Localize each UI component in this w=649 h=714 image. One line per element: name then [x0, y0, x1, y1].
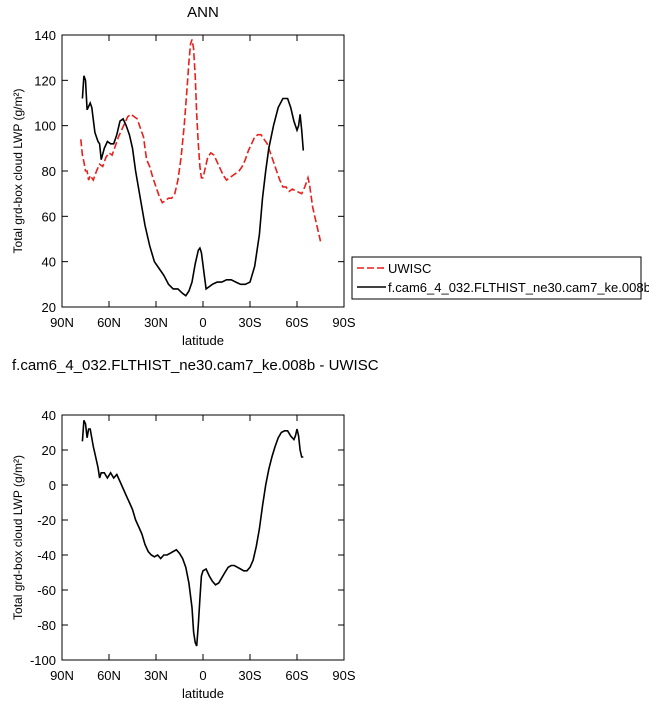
y-tick-label: 20 — [42, 300, 56, 315]
x-axis-label: latitude — [182, 333, 224, 348]
x-axis-label: latitude — [182, 686, 224, 701]
x-tick-label: 30N — [144, 315, 168, 330]
plot-frame — [61, 414, 345, 661]
y-tick-label: 0 — [49, 478, 56, 493]
x-tick-label: 90S — [332, 668, 355, 683]
y-tick-label: 100 — [34, 119, 56, 134]
x-tick-label: 90N — [50, 668, 74, 683]
x-tick-label: 90S — [332, 315, 355, 330]
y-tick-label: -40 — [37, 548, 56, 563]
x-tick-label: 0 — [199, 668, 206, 683]
y-tick-label: 120 — [34, 73, 56, 88]
data-line — [81, 75, 305, 297]
x-tick-label: 30S — [238, 668, 261, 683]
y-tick-label: 20 — [42, 443, 56, 458]
x-tick-label: 60S — [285, 315, 308, 330]
x-tick-label: 0 — [199, 315, 206, 330]
chart-title: f.cam6_4_032.FLTHIST_ne30.cam7_ke.008b -… — [12, 357, 379, 374]
y-tick-label: -60 — [37, 583, 56, 598]
y-tick-label: -20 — [37, 513, 56, 528]
legend-label: UWISC — [388, 261, 431, 276]
x-tick-label: 60N — [97, 668, 121, 683]
legend-box — [351, 256, 642, 300]
y-tick-label: -100 — [30, 653, 56, 668]
plot-frame — [61, 34, 345, 308]
y-axis-label: Total grd-box cloud LWP (g/m²) — [11, 89, 25, 254]
x-tick-label: 90N — [50, 315, 74, 330]
y-tick-label: 140 — [34, 28, 56, 43]
y-tick-label: 40 — [42, 408, 56, 423]
y-tick-label: 80 — [42, 164, 56, 179]
x-tick-label: 30N — [144, 668, 168, 683]
y-axis-label: Total grd-box cloud LWP (g/m²) — [11, 455, 25, 620]
x-tick-label: 30S — [238, 315, 261, 330]
chart-title: ANN — [187, 4, 219, 21]
x-tick-label: 60S — [285, 668, 308, 683]
x-tick-label: 60N — [97, 315, 121, 330]
data-line — [80, 39, 322, 242]
legend-label: f.cam6_4_032.FLTHIST_ne30.cam7_ke.008b — [388, 280, 649, 295]
y-tick-label: 40 — [42, 255, 56, 270]
y-tick-label: 60 — [42, 209, 56, 224]
y-tick-label: -80 — [37, 618, 56, 633]
data-line — [81, 419, 304, 647]
